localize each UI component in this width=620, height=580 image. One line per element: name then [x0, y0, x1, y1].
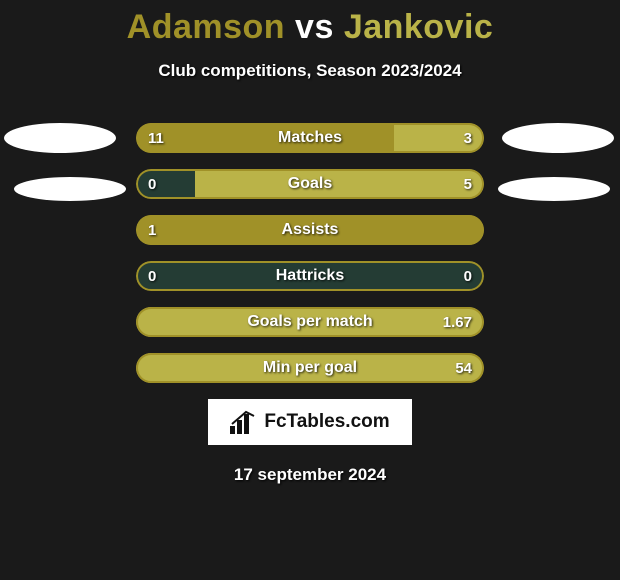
stat-bar: 00Hattricks	[136, 261, 484, 291]
stat-right-value: 3	[464, 123, 472, 153]
player2-photo-placeholder	[502, 123, 614, 153]
stat-right-value: 1.67	[443, 307, 472, 337]
date-text: 17 september 2024	[0, 465, 620, 485]
player2-photo-placeholder-2	[498, 177, 610, 201]
stat-left-value: 0	[148, 261, 156, 291]
bars-area: 113Matches05Goals1Assists00Hattricks1.67…	[0, 123, 620, 383]
player1-name: Adamson	[127, 8, 285, 46]
bar-right-segment	[136, 307, 484, 337]
fctables-icon	[230, 410, 258, 434]
stat-left-value: 1	[148, 215, 156, 245]
bar-left-segment	[136, 215, 484, 245]
comparison-title: Adamson vs Jankovic	[0, 0, 620, 47]
stat-bar: 05Goals	[136, 169, 484, 199]
stat-right-value: 0	[464, 261, 472, 291]
vs-text: vs	[295, 8, 334, 46]
bar-right-segment	[195, 169, 484, 199]
stat-bar: 113Matches	[136, 123, 484, 153]
logo-box: FcTables.com	[208, 399, 412, 445]
bar-left-segment	[136, 123, 394, 153]
subtitle: Club competitions, Season 2023/2024	[0, 61, 620, 81]
stat-left-value: 0	[148, 169, 156, 199]
logo-text: FcTables.com	[264, 411, 389, 433]
bar-left-segment	[136, 169, 195, 199]
player1-photo-placeholder-2	[14, 177, 126, 201]
stat-bar: 1Assists	[136, 215, 484, 245]
stat-bar: 54Min per goal	[136, 353, 484, 383]
stat-bar: 1.67Goals per match	[136, 307, 484, 337]
stat-right-value: 54	[455, 353, 472, 383]
stat-right-value: 5	[464, 169, 472, 199]
bar-right-segment	[136, 353, 484, 383]
stat-left-value: 11	[148, 123, 164, 153]
player1-photo-placeholder	[4, 123, 116, 153]
player2-name: Jankovic	[344, 8, 494, 46]
